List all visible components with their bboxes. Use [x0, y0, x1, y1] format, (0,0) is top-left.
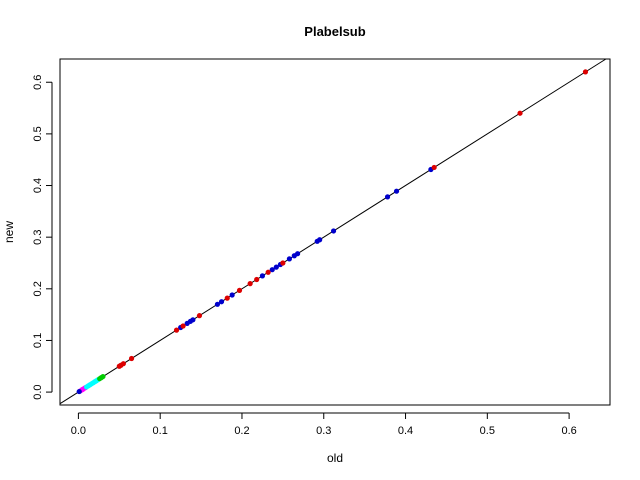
- data-point: [384, 194, 391, 200]
- y-tick-label: 0.0: [32, 384, 44, 399]
- x-axis: 0.0 0.1 0.2 0.3 0.4 0.5 0.6: [71, 412, 577, 437]
- data-point: [286, 256, 293, 262]
- y-axis: 0.0 0.1 0.2 0.3 0.4 0.5 0.6: [32, 75, 53, 400]
- y-tick-label: 0.1: [32, 333, 44, 348]
- data-point: [393, 188, 400, 194]
- chart-title: Plabelsub: [304, 24, 365, 39]
- data-point: [247, 281, 253, 287]
- data-point: [224, 295, 230, 301]
- data-point: [76, 388, 82, 395]
- data-point: [120, 361, 126, 367]
- data-point: [173, 327, 180, 333]
- data-point: [196, 313, 203, 319]
- data-point: [317, 237, 323, 243]
- x-tick-label: 0.2: [234, 425, 249, 437]
- data-point: [294, 251, 301, 257]
- y-tick-label: 0.2: [32, 281, 44, 296]
- x-tick-label: 0.4: [398, 425, 413, 437]
- x-axis-label: old: [327, 451, 343, 465]
- data-point: [229, 292, 235, 298]
- data-point: [218, 299, 225, 305]
- data-point: [582, 69, 589, 75]
- data-point: [517, 110, 523, 116]
- y-axis-label: new: [2, 221, 16, 243]
- data-point: [259, 273, 266, 279]
- data-point: [190, 317, 196, 323]
- x-tick-label: 0.0: [71, 425, 86, 437]
- data-point: [269, 267, 275, 273]
- data-point: [214, 301, 221, 307]
- x-tick-label: 0.1: [153, 425, 168, 437]
- data-point: [180, 323, 186, 329]
- data-point: [265, 269, 271, 275]
- data-point: [431, 164, 437, 171]
- y-tick-label: 0.4: [32, 178, 44, 193]
- y-tick-label: 0.5: [32, 126, 44, 141]
- data-point: [280, 260, 286, 266]
- plot-frame: [59, 58, 611, 406]
- x-tick-label: 0.5: [480, 425, 495, 437]
- data-point: [330, 228, 337, 234]
- data-point: [273, 264, 279, 270]
- data-point: [254, 276, 260, 283]
- y-tick-label: 0.3: [32, 230, 44, 245]
- y-tick-label: 0.6: [32, 75, 44, 90]
- data-point: [128, 355, 135, 362]
- x-tick-label: 0.3: [316, 425, 331, 437]
- x-tick-label: 0.6: [561, 425, 576, 437]
- data-point: [236, 287, 243, 293]
- points-layer: [76, 69, 589, 395]
- data-point: [100, 373, 106, 380]
